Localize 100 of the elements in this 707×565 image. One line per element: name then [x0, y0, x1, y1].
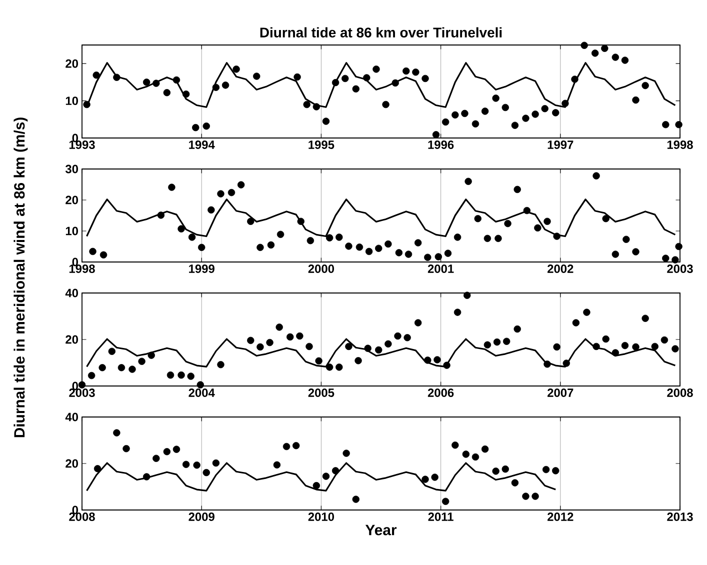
- point: [472, 120, 480, 128]
- point: [591, 50, 599, 57]
- x-tick-label: 1993: [69, 140, 95, 150]
- point: [202, 122, 210, 130]
- point: [326, 364, 334, 371]
- x-tick-label: 2008: [667, 388, 693, 397]
- point: [484, 234, 492, 242]
- point: [544, 360, 551, 368]
- x-tick-label: 1998: [69, 264, 95, 273]
- point: [342, 450, 350, 457]
- point: [315, 357, 322, 364]
- point: [297, 218, 304, 225]
- point: [414, 239, 422, 246]
- point: [532, 492, 539, 500]
- point: [432, 131, 440, 138]
- point: [286, 333, 294, 341]
- point: [382, 100, 390, 108]
- point: [612, 250, 620, 258]
- point: [142, 78, 150, 86]
- point: [365, 248, 373, 256]
- point: [267, 241, 275, 249]
- x-axis-title: Year: [365, 524, 397, 536]
- point: [414, 319, 422, 326]
- point: [642, 82, 649, 90]
- point: [502, 338, 510, 345]
- point: [196, 381, 204, 388]
- point: [402, 67, 410, 75]
- point: [273, 461, 281, 468]
- point: [404, 334, 411, 342]
- point: [178, 225, 185, 232]
- y-tick-label: 0: [72, 134, 78, 142]
- point: [672, 345, 679, 352]
- y-tick-label: 0: [72, 382, 78, 390]
- point: [444, 250, 452, 257]
- point: [172, 76, 180, 84]
- point: [375, 244, 382, 252]
- point: [494, 234, 502, 242]
- point: [474, 214, 482, 222]
- point: [552, 467, 560, 474]
- y-tick-label: 40: [65, 412, 78, 422]
- point: [412, 68, 420, 76]
- point: [306, 342, 313, 350]
- point: [492, 94, 500, 102]
- point: [138, 358, 146, 365]
- point: [424, 356, 432, 364]
- point: [443, 362, 450, 369]
- point: [553, 343, 560, 351]
- point: [580, 42, 588, 49]
- point: [504, 220, 512, 228]
- point: [632, 248, 640, 256]
- point: [612, 54, 620, 61]
- x-tick-label: 2012: [548, 512, 574, 521]
- point: [276, 324, 283, 331]
- point: [322, 472, 330, 480]
- x-tick-label: 2011: [428, 512, 454, 521]
- x-tick-label: 2006: [428, 388, 454, 397]
- point: [502, 104, 509, 112]
- point: [514, 325, 521, 333]
- point: [217, 361, 224, 368]
- point: [522, 114, 530, 122]
- point: [306, 237, 314, 244]
- point: [662, 121, 670, 128]
- point: [188, 234, 196, 241]
- point: [592, 172, 600, 180]
- point: [523, 206, 531, 214]
- point: [602, 335, 610, 343]
- point: [247, 218, 254, 225]
- point: [256, 343, 264, 351]
- point: [621, 56, 629, 64]
- point: [163, 89, 171, 96]
- point: [562, 360, 570, 367]
- y-axis-title: Diurnal tide in meridional wind at 86 km (m/s): [14, 118, 28, 438]
- y-tick-label: 20: [66, 335, 78, 344]
- point: [534, 224, 542, 232]
- point: [128, 366, 136, 373]
- point: [78, 381, 86, 388]
- point: [454, 234, 462, 241]
- point: [662, 254, 670, 262]
- point: [88, 372, 96, 380]
- point: [322, 118, 330, 125]
- point: [276, 230, 284, 238]
- point: [502, 465, 509, 473]
- x-tick-label: 2010: [308, 512, 334, 521]
- x-tick-label: 2003: [69, 388, 95, 398]
- point: [345, 242, 352, 250]
- point: [384, 240, 392, 248]
- point: [222, 82, 230, 89]
- point: [342, 74, 349, 82]
- point: [481, 445, 489, 453]
- point: [113, 429, 120, 436]
- point: [292, 442, 300, 450]
- point: [434, 253, 442, 260]
- point: [602, 214, 610, 222]
- point: [152, 454, 160, 462]
- point: [454, 308, 462, 316]
- point: [601, 44, 608, 52]
- point: [484, 341, 492, 348]
- point: [108, 348, 116, 355]
- x-tick-label: 2007: [548, 388, 574, 397]
- point: [172, 446, 180, 453]
